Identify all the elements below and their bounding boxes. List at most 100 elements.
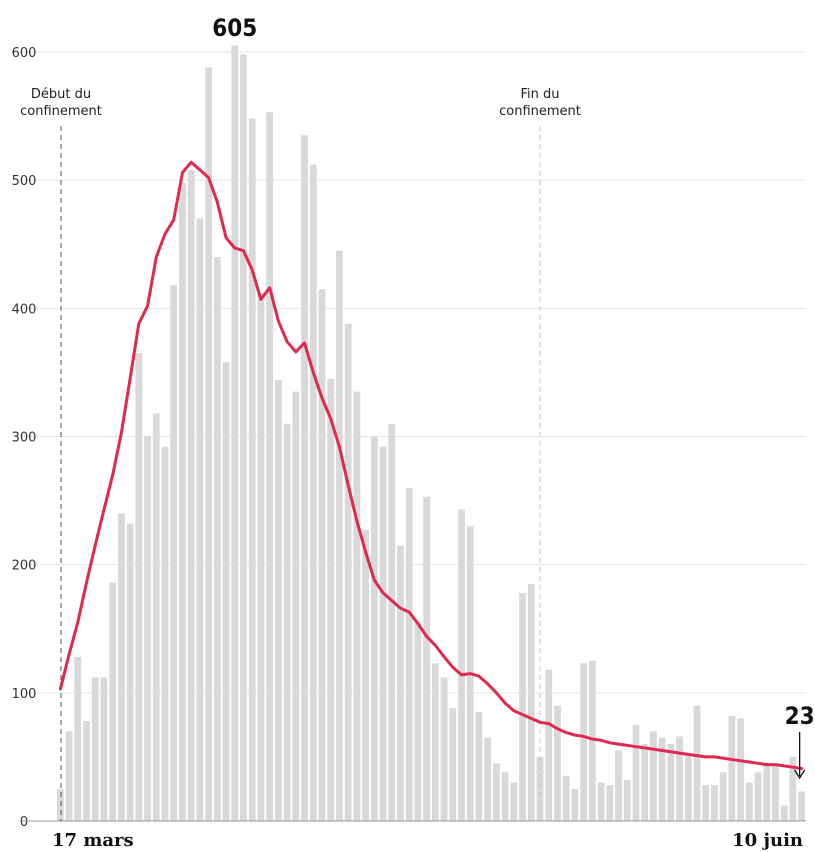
bar [588,660,596,821]
bar [283,423,291,821]
bar [423,496,431,821]
y-tick-label: 0 [20,815,28,830]
bar [179,182,186,822]
bar [231,45,239,821]
last-value-arrowhead [794,769,806,780]
bar [737,718,744,821]
start-confinement-label: confinement [20,104,102,119]
bar [527,583,535,821]
bar [693,705,701,821]
y-tick-label: 200 [12,559,37,574]
bar [554,705,561,821]
bar [580,663,588,821]
bar [719,772,727,821]
bar [213,257,221,822]
y-tick-label: 300 [12,431,37,446]
bar [763,763,771,821]
bar [728,715,736,821]
y-tick-label: 400 [12,302,37,317]
bar [667,744,675,821]
y-tick-label: 600 [12,46,37,61]
bar [772,763,779,821]
peak-label: 605 [212,14,257,42]
bar [56,788,64,821]
bar [641,744,649,821]
last-value-label: 23 [785,702,815,730]
bar [571,788,579,821]
bar [510,782,518,821]
bar [475,712,483,821]
bar [126,523,134,821]
bar [536,756,544,821]
bar [344,323,352,821]
bar [493,763,500,821]
bar [545,669,553,821]
bar [484,737,492,821]
bar [702,785,710,821]
bar [135,353,143,821]
bar [353,391,361,821]
bar [327,378,335,821]
bar [388,423,396,821]
bar [397,545,404,821]
bar [196,218,204,821]
bar [222,362,230,821]
bar [248,118,256,821]
bar [240,54,247,821]
bar [615,750,622,821]
bar [405,487,413,821]
bar [606,785,614,821]
bar [458,509,465,821]
bar [65,731,73,821]
bar [414,622,422,821]
bar [318,289,326,821]
bar [301,135,308,821]
bar [152,413,160,821]
bar [370,436,378,821]
bar [597,782,605,821]
bar [676,736,683,821]
y-tick-label: 100 [12,687,37,702]
bar [658,737,666,821]
bar [83,721,90,821]
bar [684,754,692,821]
y-tick-label: 500 [12,174,37,189]
bar [205,67,213,821]
bar [501,772,509,821]
end-confinement-label: confinement [499,104,581,119]
x-end-label: 10 juin [732,830,803,851]
bar [623,779,631,821]
bar [431,663,439,821]
bar [649,731,657,821]
moving-average-line [58,160,804,770]
bar [109,582,117,821]
bar [745,782,753,821]
bar [789,756,797,821]
bar [780,805,788,821]
bar [632,724,640,821]
bar [187,169,195,821]
bar [74,656,82,821]
bar [161,446,169,821]
bar [798,791,806,821]
bar [118,513,125,821]
bar [440,677,448,821]
bar [257,292,265,821]
bar [274,380,282,821]
bar [711,785,718,821]
bar [754,772,762,821]
bar [100,677,108,821]
bar [362,530,369,821]
bar [170,285,178,822]
bar [292,391,300,821]
bar [449,708,457,821]
bar [144,436,151,821]
bar [266,112,274,821]
end-confinement-label: Fin du [521,87,560,102]
bar [562,776,570,821]
bar [519,592,526,821]
start-confinement-label: Début du [31,87,91,102]
bar [336,250,343,822]
bar [379,446,387,821]
